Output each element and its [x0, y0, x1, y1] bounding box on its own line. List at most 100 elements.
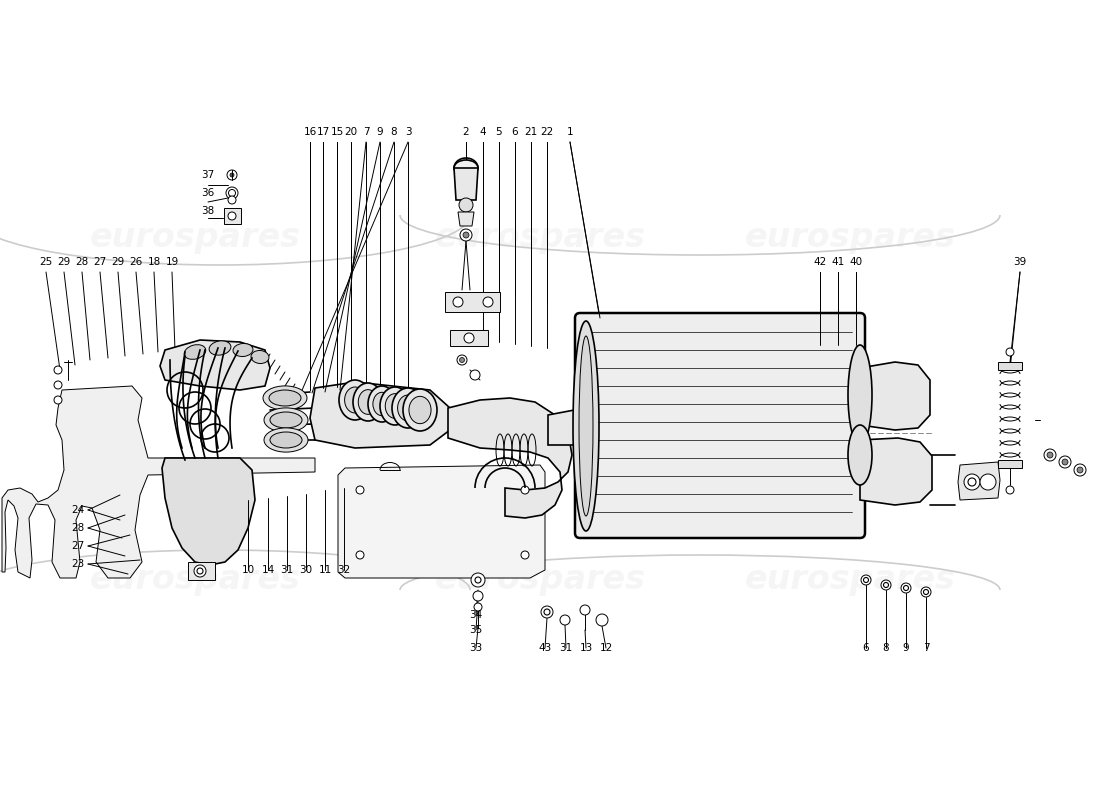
Circle shape [459, 198, 473, 212]
Circle shape [197, 568, 204, 574]
Circle shape [596, 614, 608, 626]
Ellipse shape [359, 390, 377, 414]
Circle shape [964, 474, 980, 490]
Circle shape [521, 551, 529, 559]
Circle shape [580, 605, 590, 615]
Ellipse shape [456, 169, 476, 181]
Text: 31: 31 [280, 565, 294, 575]
Text: 29: 29 [111, 257, 124, 267]
Text: 39: 39 [1013, 257, 1026, 267]
Text: 23: 23 [72, 559, 85, 569]
Text: eurospares: eurospares [745, 222, 956, 254]
Circle shape [560, 615, 570, 625]
Circle shape [1077, 467, 1084, 473]
Text: 4: 4 [480, 127, 486, 137]
Ellipse shape [379, 387, 410, 425]
Text: 5: 5 [496, 127, 503, 137]
Ellipse shape [397, 395, 418, 421]
Circle shape [54, 381, 62, 389]
Text: eurospares: eurospares [434, 222, 646, 254]
Text: 14: 14 [262, 565, 275, 575]
Text: 9: 9 [376, 127, 383, 137]
Text: 37: 37 [201, 170, 214, 180]
Circle shape [861, 575, 871, 585]
Ellipse shape [270, 412, 302, 428]
Text: 32: 32 [338, 565, 351, 575]
Ellipse shape [409, 396, 431, 424]
Polygon shape [448, 398, 572, 518]
Circle shape [230, 173, 234, 177]
Polygon shape [2, 386, 315, 578]
Text: 35: 35 [470, 625, 483, 635]
Circle shape [1006, 486, 1014, 494]
Circle shape [456, 355, 468, 365]
Circle shape [54, 366, 62, 374]
Ellipse shape [848, 425, 872, 485]
Ellipse shape [368, 386, 396, 422]
Circle shape [1006, 348, 1014, 356]
Circle shape [883, 582, 889, 587]
Circle shape [475, 577, 481, 583]
Ellipse shape [184, 345, 206, 359]
Text: eurospares: eurospares [745, 563, 956, 597]
Text: 6: 6 [862, 643, 869, 653]
Circle shape [881, 580, 891, 590]
Circle shape [226, 187, 238, 199]
Text: 15: 15 [330, 127, 343, 137]
Polygon shape [958, 462, 1000, 500]
Text: 3: 3 [405, 127, 411, 137]
Text: 24: 24 [72, 505, 85, 515]
Polygon shape [998, 362, 1022, 370]
Circle shape [194, 565, 206, 577]
Ellipse shape [264, 408, 308, 432]
Polygon shape [160, 340, 270, 390]
Polygon shape [998, 460, 1022, 468]
Circle shape [521, 486, 529, 494]
Ellipse shape [264, 428, 308, 452]
Circle shape [460, 358, 464, 362]
Text: 2: 2 [463, 127, 470, 137]
Circle shape [541, 606, 553, 618]
Text: eurospares: eurospares [434, 563, 646, 597]
Polygon shape [450, 330, 488, 346]
Polygon shape [860, 438, 932, 505]
Text: 42: 42 [813, 257, 826, 267]
Text: 28: 28 [76, 257, 89, 267]
Circle shape [470, 370, 480, 380]
Ellipse shape [454, 160, 478, 176]
Text: 1: 1 [566, 127, 573, 137]
Circle shape [544, 609, 550, 615]
Circle shape [473, 591, 483, 601]
Ellipse shape [344, 387, 365, 413]
Polygon shape [548, 408, 585, 445]
Ellipse shape [270, 432, 302, 448]
Ellipse shape [353, 383, 383, 421]
Circle shape [227, 170, 236, 180]
Text: 22: 22 [540, 127, 553, 137]
Text: 7: 7 [363, 127, 370, 137]
Text: 33: 33 [470, 643, 483, 653]
Text: 17: 17 [317, 127, 330, 137]
Text: 21: 21 [525, 127, 538, 137]
Text: 13: 13 [580, 643, 593, 653]
Polygon shape [338, 465, 544, 578]
Text: 8: 8 [882, 643, 889, 653]
Circle shape [1062, 459, 1068, 465]
Text: 18: 18 [147, 257, 161, 267]
Text: 28: 28 [72, 523, 85, 533]
Circle shape [356, 551, 364, 559]
Circle shape [460, 229, 472, 241]
Circle shape [453, 297, 463, 307]
Circle shape [471, 573, 485, 587]
Circle shape [968, 478, 976, 486]
Polygon shape [446, 292, 501, 312]
Ellipse shape [573, 321, 600, 531]
Circle shape [1074, 464, 1086, 476]
Ellipse shape [385, 394, 405, 418]
Circle shape [228, 212, 236, 220]
Text: 11: 11 [318, 565, 331, 575]
Text: 20: 20 [344, 127, 358, 137]
Text: 29: 29 [57, 257, 70, 267]
Circle shape [921, 587, 931, 597]
Text: 43: 43 [538, 643, 551, 653]
